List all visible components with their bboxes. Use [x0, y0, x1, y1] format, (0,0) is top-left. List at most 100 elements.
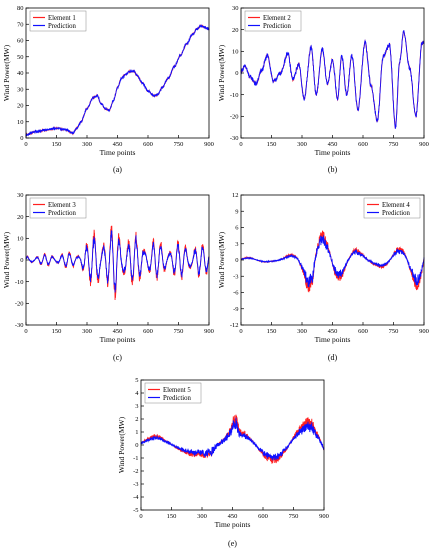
x-tick-label: 300: [197, 513, 207, 520]
x-tick-label: 450: [328, 141, 338, 148]
legend-label-prediction: Prediction: [382, 210, 411, 217]
chart-c: 0 150 300 450 600 750 900 -30 -20 -10 0 10 20 30 Time …: [2, 192, 214, 362]
y-tick-label: 20: [232, 27, 239, 34]
chart-d: 0 150 300 450 600 750 900 -12 -9 -6 -3 0 3 6 9 12 Time p…: [217, 192, 429, 362]
y-tick-label: 2: [135, 416, 138, 423]
y-tick-label: -6: [233, 290, 239, 297]
y-axis-label: Wind Power(MW): [217, 44, 226, 101]
x-tick-label: 900: [319, 513, 329, 520]
y-tick-label: 20: [17, 103, 24, 110]
y-tick-label: 10: [17, 236, 24, 243]
y-tick-label: 0: [235, 257, 238, 264]
series-line-element: [25, 23, 210, 137]
chart-b: 0 150 300 450 600 750 900 -30 -20 -10 0 10 20 30 Time …: [217, 5, 429, 174]
y-tick-label: -10: [230, 92, 239, 99]
chart-a: 0 150 300 450 600 750 900 0 10 20 30 40 50 60 70 80 Time…: [2, 5, 214, 174]
y-tick-label: 5: [135, 377, 138, 384]
x-tick-label: 450: [328, 328, 338, 335]
legend-label-element: Element 5: [163, 387, 191, 394]
x-tick-label: 150: [52, 328, 62, 335]
panel-caption: (c): [113, 353, 122, 362]
y-axis-label: Wind Power(MW): [2, 231, 11, 288]
x-axis-label: Time points: [215, 520, 251, 529]
x-tick-label: 600: [258, 513, 268, 520]
series-line-prediction: [25, 24, 210, 137]
y-tick-label: -3: [133, 481, 138, 488]
y-tick-label: -30: [15, 322, 24, 329]
x-axis-label: Time points: [315, 335, 351, 344]
y-tick-label: -10: [15, 279, 24, 286]
x-axis-label: Time points: [100, 335, 136, 344]
x-tick-label: 300: [82, 328, 92, 335]
series-line-prediction: [25, 230, 210, 293]
y-tick-label: 30: [232, 5, 239, 12]
x-tick-label: 900: [204, 328, 214, 335]
x-tick-label: 0: [239, 141, 242, 148]
panel-caption: (e): [228, 539, 237, 548]
y-tick-label: 60: [17, 38, 24, 45]
x-tick-label: 600: [358, 141, 368, 148]
y-tick-label: 30: [17, 192, 24, 199]
y-tick-label: 3: [235, 241, 238, 248]
x-tick-label: 750: [289, 513, 299, 520]
x-tick-label: 600: [143, 328, 153, 335]
y-axis-label: Wind Power(MW): [2, 44, 11, 101]
legend-label-element: Element 2: [263, 15, 291, 22]
x-tick-label: 0: [24, 328, 27, 335]
x-axis-label: Time points: [100, 148, 136, 157]
y-axis-label: Wind Power(MW): [217, 231, 226, 288]
y-tick-label: -4: [133, 494, 139, 501]
y-tick-label: 10: [17, 119, 24, 126]
x-tick-label: 600: [143, 141, 153, 148]
y-tick-label: 3: [135, 403, 138, 410]
x-axis-label: Time points: [315, 148, 351, 157]
y-tick-label: -12: [230, 322, 239, 329]
y-tick-label: 0: [20, 257, 23, 264]
x-tick-label: 0: [239, 328, 242, 335]
chart-e: 0 150 300 450 600 750 900 -5 -4 -3 -2 -1 0 1 2 3 4 5 Time …: [117, 377, 329, 548]
legend-label-element: Element 1: [48, 15, 76, 22]
legend-label-prediction: Prediction: [48, 23, 77, 30]
x-tick-label: 450: [113, 328, 123, 335]
y-tick-label: 1: [135, 429, 138, 436]
y-tick-label: 6: [235, 225, 239, 232]
y-tick-label: 0: [135, 442, 138, 449]
series-line-element: [140, 414, 325, 464]
x-tick-label: 150: [267, 141, 277, 148]
x-tick-label: 750: [389, 141, 399, 148]
panel-caption: (b): [328, 165, 338, 174]
series-line-prediction: [240, 235, 425, 288]
panel-caption: (a): [113, 165, 122, 174]
legend-label-element: Element 4: [382, 202, 410, 209]
legend-label-element: Element 3: [48, 202, 76, 209]
y-tick-label: -2: [133, 468, 138, 475]
y-tick-label: 30: [17, 86, 24, 93]
x-tick-label: 900: [204, 141, 214, 148]
y-tick-label: 9: [235, 208, 238, 215]
y-tick-label: 10: [232, 49, 239, 56]
x-tick-label: 150: [167, 513, 177, 520]
y-tick-label: 4: [135, 390, 139, 397]
series-line-element: [25, 225, 210, 301]
y-tick-label: -3: [233, 273, 238, 280]
x-tick-label: 900: [419, 328, 429, 335]
x-tick-label: 600: [358, 328, 368, 335]
x-tick-label: 300: [297, 141, 307, 148]
series-line-prediction: [140, 417, 325, 461]
x-tick-label: 450: [228, 513, 238, 520]
x-tick-label: 900: [419, 141, 429, 148]
y-tick-label: -9: [233, 306, 238, 313]
y-tick-label: -20: [15, 301, 24, 308]
y-tick-label: 0: [235, 70, 238, 77]
y-tick-label: 80: [17, 5, 24, 12]
y-tick-label: 50: [17, 54, 24, 61]
x-tick-label: 0: [24, 141, 27, 148]
x-tick-label: 300: [297, 328, 307, 335]
y-tick-label: -1: [133, 455, 138, 462]
y-tick-label: -20: [230, 114, 239, 121]
